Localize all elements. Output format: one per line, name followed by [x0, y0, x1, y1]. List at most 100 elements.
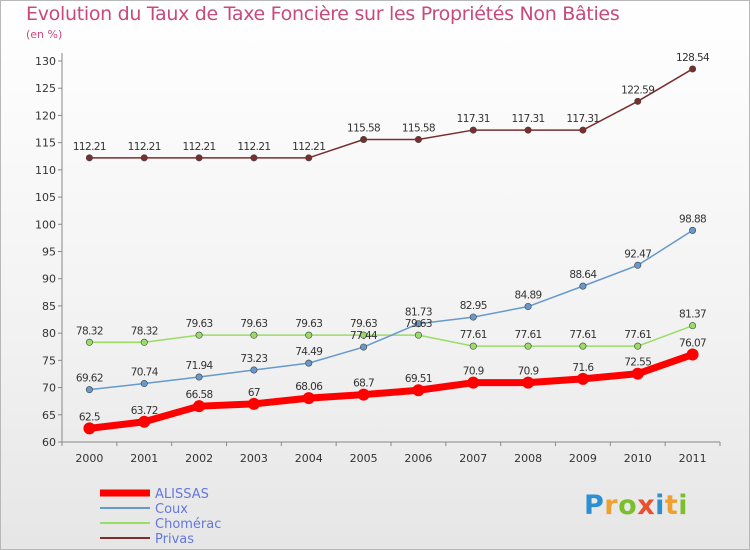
data-point	[85, 386, 93, 394]
x-tick-label: 2010	[624, 452, 652, 465]
data-point	[469, 342, 477, 350]
data-point	[524, 126, 532, 134]
data-label: 71.6	[572, 362, 594, 374]
legend-entry: Chomérac	[155, 517, 221, 532]
data-label: 69.51	[405, 373, 432, 385]
y-tick-label: 110	[35, 164, 56, 177]
y-tick-label: 90	[42, 273, 56, 286]
data-label: 122.59	[621, 84, 654, 96]
data-point	[195, 154, 203, 162]
data-label: 70.9	[463, 366, 484, 378]
data-label: 70.9	[518, 366, 539, 378]
data-label: 128.54	[676, 52, 710, 64]
data-point	[634, 97, 642, 105]
x-tick-label: 2004	[295, 452, 323, 465]
data-point	[195, 373, 203, 381]
data-point	[469, 313, 477, 321]
data-label: 68.7	[353, 378, 374, 390]
data-label: 117.31	[566, 113, 599, 125]
data-point	[579, 126, 587, 134]
data-label: 112.21	[183, 141, 216, 153]
data-label: 79.63	[186, 318, 213, 330]
legend-entry: Coux	[155, 502, 188, 517]
x-tick-label: 2008	[514, 452, 542, 465]
data-label: 74.49	[295, 346, 322, 358]
data-label: 77.61	[460, 329, 487, 341]
data-point	[250, 154, 258, 162]
data-label: 70.74	[131, 367, 159, 379]
data-point	[414, 320, 422, 328]
logo-letter: i	[678, 490, 689, 521]
data-point	[193, 400, 206, 413]
data-point	[469, 126, 477, 134]
data-point	[138, 415, 151, 428]
y-tick-label: 105	[35, 191, 56, 204]
data-label: 79.63	[240, 318, 267, 330]
data-point	[302, 392, 315, 405]
data-label: 68.06	[295, 381, 323, 393]
data-label: 78.32	[131, 325, 158, 337]
data-point	[250, 331, 258, 339]
y-tick-label: 75	[42, 354, 56, 367]
logo-letter: r	[604, 490, 619, 521]
logo-letter: i	[655, 490, 665, 521]
data-point	[250, 366, 258, 374]
data-point	[305, 359, 313, 367]
logo-letter: o	[618, 490, 638, 521]
data-label: 112.21	[128, 141, 161, 153]
data-label: 78.32	[76, 325, 103, 337]
x-tick-label: 2003	[240, 452, 268, 465]
series-line-privas	[89, 68, 693, 159]
data-label: 71.94	[186, 360, 214, 372]
x-tick-label: 2007	[459, 452, 487, 465]
data-point	[467, 376, 480, 389]
data-label: 112.21	[292, 141, 325, 153]
data-point	[414, 331, 422, 339]
data-label: 79.63	[405, 318, 432, 330]
data-label: 67	[248, 387, 260, 399]
data-point	[140, 338, 148, 346]
data-label: 77.61	[569, 329, 596, 341]
series-line-coux	[89, 229, 693, 391]
data-label: 73.23	[240, 353, 267, 365]
y-tick-label: 70	[42, 382, 56, 395]
data-label: 117.31	[457, 113, 490, 125]
data-point	[357, 388, 370, 401]
data-point	[524, 303, 532, 311]
data-point	[140, 154, 148, 162]
data-label: 81.73	[405, 307, 432, 319]
x-tick-label: 2000	[75, 452, 103, 465]
x-tick-label: 2005	[350, 452, 378, 465]
data-label: 76.07	[679, 338, 706, 350]
data-point	[579, 342, 587, 350]
data-point	[686, 348, 699, 361]
data-point	[576, 372, 589, 385]
y-tick-label: 100	[35, 218, 56, 231]
data-label: 77.61	[515, 329, 542, 341]
data-label: 77.61	[624, 329, 651, 341]
data-label: 92.47	[624, 248, 651, 260]
y-unit-label: (en %)	[26, 28, 63, 41]
series-line-alissas	[88, 351, 694, 432]
data-point	[247, 397, 260, 410]
data-point	[83, 422, 96, 435]
y-tick-label: 65	[42, 409, 56, 422]
logo-letter: t	[664, 490, 679, 521]
data-label: 84.89	[515, 290, 542, 302]
data-label: 69.62	[76, 373, 103, 385]
y-tick-label: 60	[42, 436, 56, 449]
logo-letter: x	[637, 490, 656, 521]
data-point	[85, 338, 93, 346]
y-tick-label: 125	[35, 82, 56, 95]
data-label: 98.88	[679, 213, 706, 225]
data-label: 82.95	[460, 300, 487, 312]
data-point	[412, 384, 425, 397]
data-label: 88.64	[569, 269, 597, 281]
x-tick-label: 2006	[404, 452, 432, 465]
data-point	[360, 343, 368, 351]
legend-entry: ALISSAS	[155, 487, 209, 502]
logo-letter: P	[584, 490, 605, 521]
y-tick-label: 95	[42, 246, 56, 259]
